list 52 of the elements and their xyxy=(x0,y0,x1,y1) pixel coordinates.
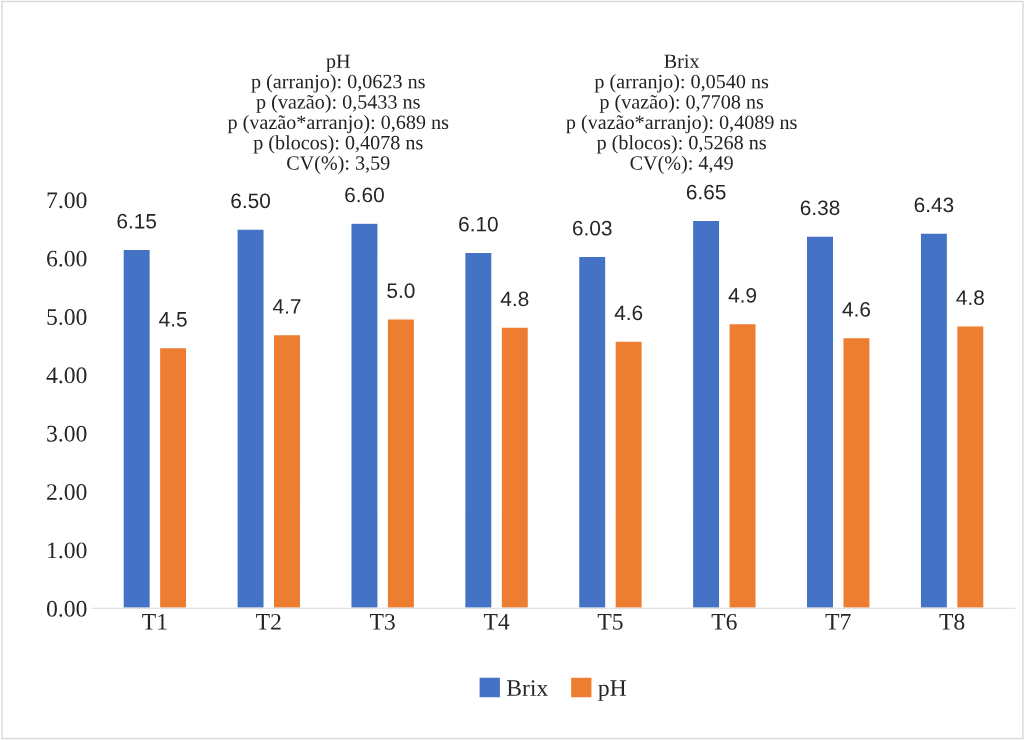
data-label: 4.7 xyxy=(273,299,301,314)
data-label: 6.15 xyxy=(117,213,157,229)
data-label: 6.50 xyxy=(231,193,271,209)
data-label: 4.8 xyxy=(956,290,984,306)
data-label: 6.60 xyxy=(345,187,384,203)
data-label: 6.43 xyxy=(914,197,954,213)
data-label: 4.6 xyxy=(614,305,643,321)
bar xyxy=(158,346,188,609)
x-tick-label: T2 xyxy=(256,613,281,630)
bar xyxy=(272,333,302,609)
y-tick-label: 7.00 xyxy=(47,192,87,209)
x-tick-label: T7 xyxy=(825,614,851,630)
bar xyxy=(691,219,721,609)
bar xyxy=(463,251,493,609)
x-tick-label: T6 xyxy=(711,613,737,630)
text: Brix p (arranjo): 0,0540 ns p (vazão): 0,7708 ns p (vazão*arranjo): 0,4089 ns p (blocos): 0,5268 ns CV(%): 4,49 xyxy=(566,54,797,174)
x-tick-label: T5 xyxy=(597,614,623,630)
data-label: 5.0 xyxy=(387,283,415,299)
data-label: 4.8 xyxy=(500,291,529,307)
data-label: 4.9 xyxy=(728,287,757,303)
bar xyxy=(805,235,835,609)
y-tick-label: 2.00 xyxy=(47,484,87,501)
bar xyxy=(919,232,949,609)
y-tick-label: 4.00 xyxy=(46,367,87,384)
legend-label: Brix xyxy=(506,680,548,696)
y-tick-label: 0.00 xyxy=(46,600,87,617)
data-label: 6.10 xyxy=(459,216,498,232)
bar xyxy=(236,228,265,609)
bar xyxy=(728,322,757,609)
legend-label: pH xyxy=(598,680,626,701)
bar xyxy=(122,248,152,609)
bar xyxy=(386,318,416,609)
y-tick-label: 3.00 xyxy=(47,425,87,442)
data-label: 6.03 xyxy=(573,220,612,236)
x-tick-label: T8 xyxy=(939,613,965,630)
bar xyxy=(350,222,379,609)
y-tick-label: 1.00 xyxy=(48,542,87,559)
x-tick-label: T1 xyxy=(142,613,167,630)
y-tick-label: 6.00 xyxy=(47,250,87,267)
bar xyxy=(577,255,607,609)
x-tick-label: T3 xyxy=(369,613,395,630)
bar xyxy=(842,336,871,609)
data-label: 4.6 xyxy=(842,301,871,317)
data-label: 4.5 xyxy=(159,312,187,327)
bar xyxy=(955,325,985,609)
bar xyxy=(614,340,644,609)
text: pH p (arranjo): 0,0623 ns p (vazão): 0,5433 ns p (vazão*arranjo): 0,689 ns p (blocos): 0,4078 ns CV(%): 3,59 xyxy=(227,54,449,174)
bar xyxy=(500,326,530,609)
data-label: 6.38 xyxy=(800,200,840,216)
data-label: 6.65 xyxy=(686,184,726,200)
x-tick-label: T4 xyxy=(483,613,510,630)
y-tick-label: 5.00 xyxy=(47,309,87,326)
